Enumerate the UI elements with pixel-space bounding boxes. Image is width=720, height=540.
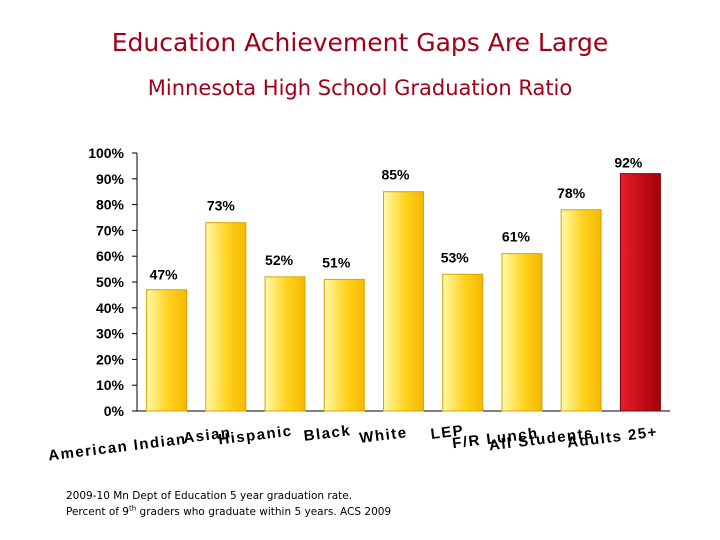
bar [205,222,247,412]
footnote-line-2: Percent of 9th graders who graduate with… [66,504,486,520]
y-tick-label: 60% [96,248,125,264]
bar-value-label: 78% [557,185,586,201]
data-labels: 47% 73% 52% 51% 85% 53% 61% 78% 92% [150,155,643,283]
bar-value-label: 61% [502,229,531,245]
footnote-line-1: 2009-10 Mn Dept of Education 5 year grad… [66,490,353,502]
slide-title: Education Achievement Gaps Are Large [111,28,609,57]
category-label: LEP [430,422,466,443]
bar [560,209,602,412]
category-label: Asian [182,424,232,447]
bar [619,173,661,412]
bar [383,191,424,412]
footnote-line-2-suffix: graders who graduate within 5 years. ACS… [136,506,392,518]
footnote-line-2-prefix: Percent of 9 [66,506,129,518]
y-tick-label: 0% [104,403,125,419]
y-tick-label: 40% [96,300,125,316]
y-tick-label: 20% [96,351,125,367]
category-label: Black [303,422,352,445]
bar-value-label: 92% [614,155,643,171]
bar-value-label: 51% [322,254,351,270]
y-axis: 0% 10% 20% 30% 40% 50% 60% 70% 80% 90% 100% [88,145,670,419]
slide-subtitle: Minnesota High School Graduation Ratio [147,76,573,100]
bar-value-label: 85% [381,167,410,183]
bar-value-label: 47% [150,267,179,283]
bar-value-label: 52% [265,252,294,268]
bar-value-label: 73% [207,198,236,214]
y-tick-label: 30% [96,326,125,342]
y-tick-label: 10% [96,377,125,393]
category-label: White [358,424,408,447]
source-footnote: 2009-10 Mn Dept of Education 5 year grad… [66,488,486,520]
y-tick-label: 50% [96,274,125,290]
category-label: American Indian [47,431,187,465]
y-tick-label: 90% [96,171,125,187]
y-tick-label: 70% [96,222,125,238]
y-tick-label: 80% [96,197,125,213]
bars [146,173,661,412]
bar [442,273,484,412]
bar [323,278,365,412]
bar-value-label: 53% [441,249,470,265]
y-tick-label: 100% [88,145,124,161]
footnote-superscript: th [129,504,137,513]
bar [264,276,306,412]
bar [501,253,543,412]
bar [146,289,188,412]
